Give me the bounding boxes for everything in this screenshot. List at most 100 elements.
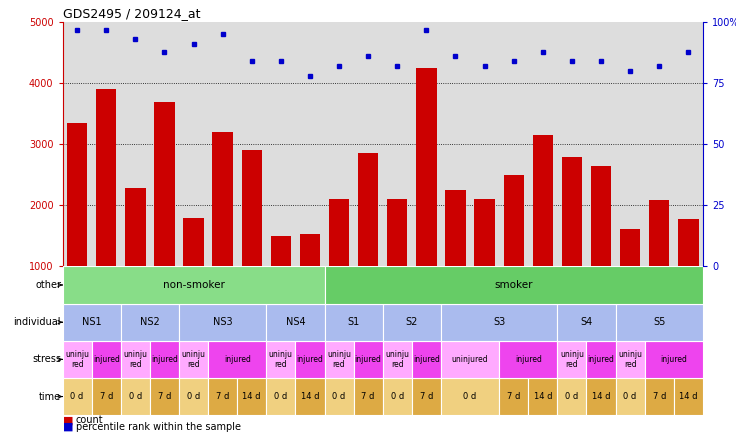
Text: S4: S4 (580, 317, 592, 327)
Text: 0 d: 0 d (275, 392, 288, 401)
Bar (358, 154, 378, 328)
Bar (445, 190, 466, 328)
Bar (412, 341, 441, 378)
Bar (325, 341, 353, 378)
Bar (353, 378, 383, 415)
Text: uninju
red: uninju red (182, 350, 205, 369)
Bar (92, 378, 121, 415)
Text: 7 d: 7 d (507, 392, 520, 401)
Bar (649, 201, 670, 328)
Bar (329, 199, 350, 328)
Text: 7 d: 7 d (216, 392, 230, 401)
Text: injured: injured (660, 355, 687, 364)
Text: GDS2495 / 209124_at: GDS2495 / 209124_at (63, 7, 200, 20)
Bar (63, 378, 92, 415)
Text: 14 d: 14 d (679, 392, 698, 401)
Text: smoker: smoker (495, 280, 533, 290)
Bar (155, 102, 174, 328)
Text: 7 d: 7 d (361, 392, 375, 401)
Text: uninju
red: uninju red (560, 350, 584, 369)
Bar (383, 341, 412, 378)
Text: 0 d: 0 d (391, 392, 404, 401)
Bar (295, 378, 325, 415)
Bar (499, 378, 528, 415)
Bar (499, 341, 557, 378)
Bar (96, 89, 116, 328)
Text: stress: stress (32, 354, 61, 365)
Bar (615, 341, 645, 378)
Bar (63, 304, 121, 341)
Text: injured: injured (587, 355, 615, 364)
Text: injured: injured (413, 355, 440, 364)
Bar (300, 234, 320, 328)
Text: injured: injured (355, 355, 381, 364)
Bar (121, 341, 150, 378)
Bar (441, 304, 557, 341)
Bar (92, 341, 121, 378)
Bar (441, 341, 499, 378)
Text: S3: S3 (493, 317, 506, 327)
Text: count: count (76, 416, 104, 425)
Text: 14 d: 14 d (592, 392, 610, 401)
Bar (266, 304, 325, 341)
Bar (475, 199, 495, 328)
Text: NS1: NS1 (82, 317, 102, 327)
Bar (271, 236, 291, 328)
Text: 0 d: 0 d (623, 392, 637, 401)
Text: individual: individual (13, 317, 61, 327)
Bar (179, 341, 208, 378)
Text: S5: S5 (653, 317, 665, 327)
Text: S2: S2 (406, 317, 418, 327)
Text: 14 d: 14 d (534, 392, 552, 401)
Text: uninju
red: uninju red (618, 350, 642, 369)
Bar (213, 132, 233, 328)
Bar (503, 175, 524, 328)
Bar (645, 378, 673, 415)
Bar (557, 378, 587, 415)
Bar (387, 199, 408, 328)
Text: 7 d: 7 d (158, 392, 171, 401)
Text: NS2: NS2 (140, 317, 160, 327)
Text: injured: injured (93, 355, 120, 364)
Bar (121, 304, 179, 341)
Text: 0 d: 0 d (565, 392, 578, 401)
Bar (562, 157, 582, 328)
Bar (412, 378, 441, 415)
Bar (557, 304, 615, 341)
Text: 14 d: 14 d (242, 392, 261, 401)
Text: S1: S1 (347, 317, 360, 327)
Bar (67, 123, 88, 328)
Bar (441, 378, 499, 415)
Bar (591, 166, 611, 328)
Text: 7 d: 7 d (420, 392, 433, 401)
Text: uninju
red: uninju red (385, 350, 409, 369)
Text: uninju
red: uninju red (269, 350, 293, 369)
Text: injured: injured (151, 355, 178, 364)
Bar (266, 378, 295, 415)
Bar (587, 378, 615, 415)
Text: 0 d: 0 d (333, 392, 346, 401)
Bar (557, 341, 587, 378)
Bar (183, 218, 204, 328)
Text: 7 d: 7 d (99, 392, 113, 401)
Bar (325, 266, 703, 304)
Bar (266, 341, 295, 378)
Bar (678, 219, 698, 328)
Bar (63, 341, 92, 378)
Text: NS4: NS4 (286, 317, 305, 327)
Text: ■: ■ (63, 422, 73, 432)
Text: uninjured: uninjured (452, 355, 489, 364)
Bar (150, 378, 179, 415)
Bar (63, 266, 325, 304)
Bar (587, 341, 615, 378)
Bar (383, 378, 412, 415)
Bar (208, 341, 266, 378)
Bar (620, 229, 640, 328)
Text: ■: ■ (63, 416, 73, 425)
Text: NS3: NS3 (213, 317, 233, 327)
Bar (615, 304, 703, 341)
Text: 7 d: 7 d (653, 392, 666, 401)
Text: time: time (39, 392, 61, 401)
Bar (615, 378, 645, 415)
Bar (383, 304, 441, 341)
